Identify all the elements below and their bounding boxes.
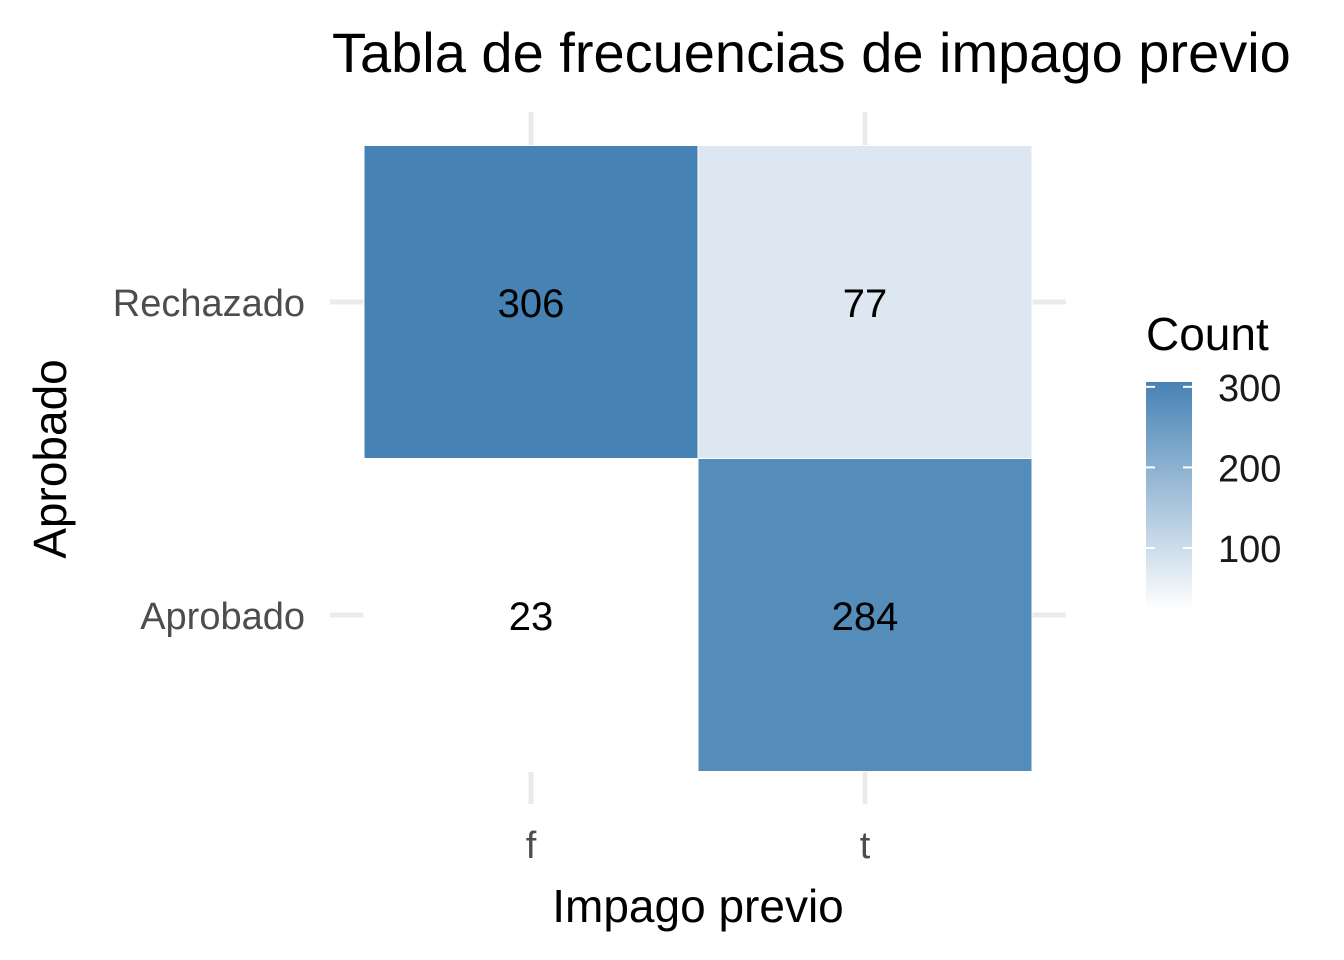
legend-colorbar (1146, 382, 1192, 610)
legend-ticks: 100 200 300 (1146, 368, 1281, 571)
chart-title: Tabla de frecuencias de impago previo (332, 21, 1291, 84)
legend: Count 100 200 300 (1146, 308, 1281, 610)
cells-layer (363, 145, 1033, 772)
x-tick-label: t (860, 825, 871, 867)
legend-tick-label: 200 (1218, 448, 1281, 490)
cell-value-label: 23 (509, 595, 554, 639)
y-axis-title: Aprobado (24, 359, 76, 559)
cell-labels-layer: 306 77 23 284 (498, 282, 899, 639)
cell-value-label: 284 (832, 595, 899, 639)
cell-value-label: 77 (843, 282, 888, 326)
y-tick-label: Aprobado (140, 596, 305, 638)
x-tick-label: f (526, 825, 537, 867)
heatmap-cell (697, 458, 1033, 772)
cell-value-label: 306 (498, 282, 565, 326)
y-axis-ticks: Rechazado Aprobado (113, 283, 305, 638)
heatmap-cell (363, 458, 699, 772)
legend-title: Count (1146, 308, 1269, 360)
heatmap-cell (363, 145, 699, 459)
legend-tick-label: 100 (1218, 529, 1281, 571)
y-tick-label: Rechazado (113, 283, 305, 325)
legend-tick-label: 300 (1218, 368, 1281, 410)
x-axis-title: Impago previo (552, 880, 844, 932)
